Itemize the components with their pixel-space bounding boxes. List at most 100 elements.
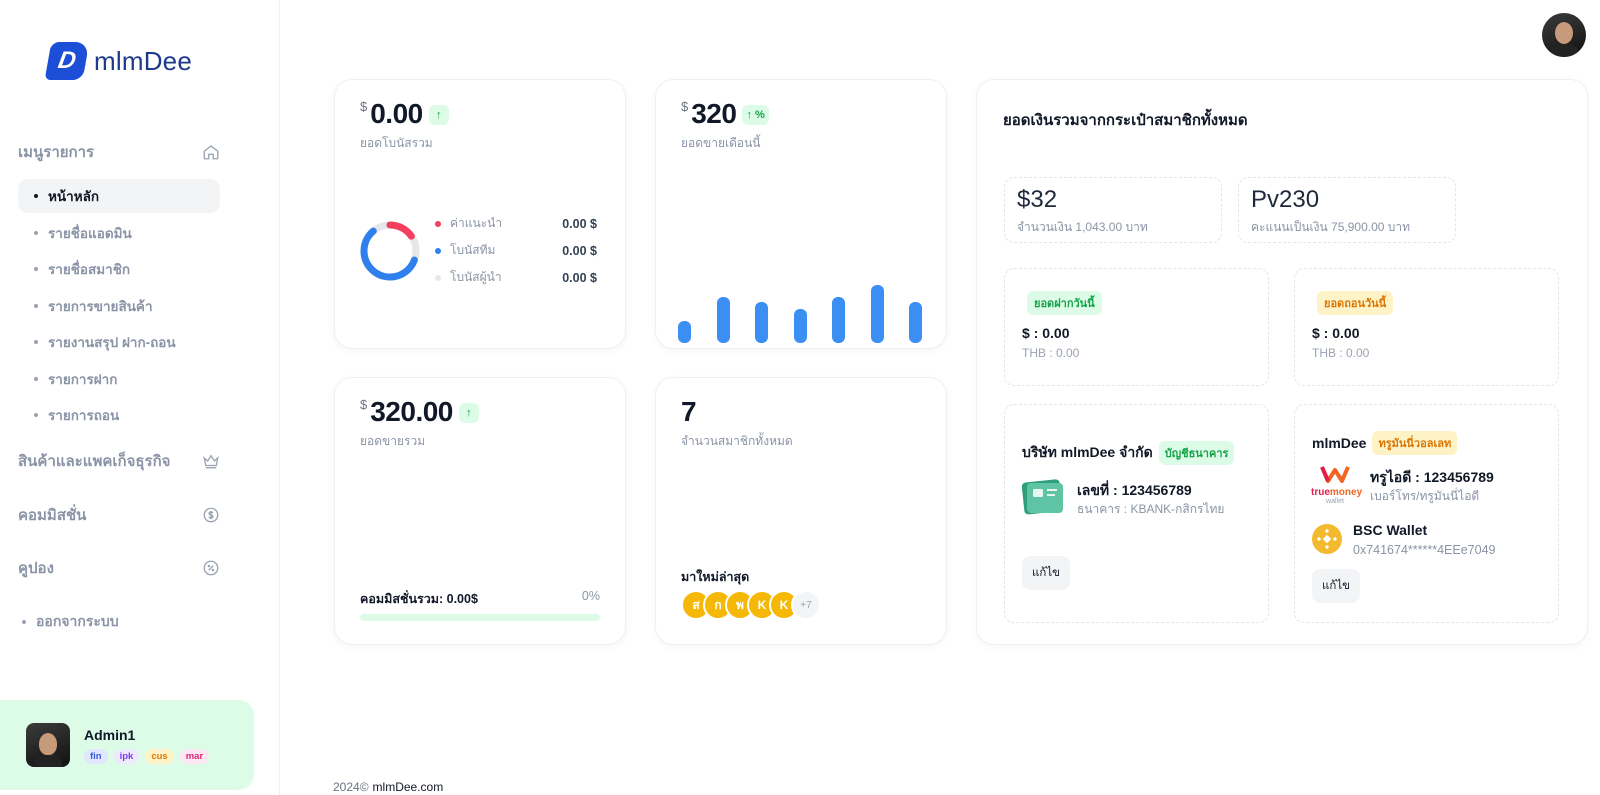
sidebar-item-label: รายการถอน: [48, 408, 120, 423]
monthly-sales-total: 320: [691, 98, 737, 129]
commission-percent: 0%: [581, 589, 600, 603]
deposit-today-pill: ยอดฝากวันนี้: [1027, 291, 1102, 315]
monthly-sales-header: $ 320 ↑ %: [681, 98, 769, 130]
bonus-donut-chart: [360, 221, 420, 281]
user-card[interactable]: Admin1 fin ipk cus mar: [0, 700, 254, 790]
bullet-icon: [34, 340, 38, 344]
total-sales-card: $ 320.00 ↑ ยอดขายรวม คอมมิสชั่นรวม: 0.00…: [334, 377, 626, 645]
edit-truemoney-button[interactable]: แก้ไข: [1312, 569, 1361, 603]
truemoney-brand-money: money: [1329, 487, 1363, 498]
members-label: จำนวนสมาชิกทั้งหมด: [681, 434, 793, 448]
sidebar-item-deposits[interactable]: รายการฝาก: [18, 362, 220, 396]
currency-symbol: $: [681, 99, 689, 114]
bullet-icon: [34, 230, 38, 235]
edit-bank-button[interactable]: แก้ไข: [1022, 556, 1071, 590]
trend-up-icon: ↑: [458, 403, 479, 423]
truemoney-w-icon: [1320, 466, 1350, 483]
menu-section-main[interactable]: เมนูรายการ: [18, 140, 220, 164]
monthly-sales-card: $ 320 ↑ % ยอดขายเดือนนี้: [655, 79, 947, 349]
commission-progress-bar: [360, 614, 600, 621]
sidebar: D mlmDee เมนูรายการ หน้าหลัก รายชื่อแอดม…: [0, 0, 280, 795]
bank-account-box: บริษัท mlmDee จำกัด บัญชีธนาคาร เลขที่ :…: [1004, 404, 1269, 623]
bank-account-pill: บัญชีธนาคาร: [1158, 441, 1235, 465]
sidebar-item-sales[interactable]: รายการขายสินค้า: [18, 289, 220, 323]
withdraw-today-amount: $ : 0.00: [1312, 325, 1360, 341]
bonus-label: ยอดโบนัสรวม: [360, 136, 433, 150]
latest-members-avatars: ส ก พ K K +7: [681, 590, 821, 620]
legend-value: 0.00 $: [562, 270, 597, 285]
sidebar-item-report[interactable]: รายงานสรุป ฝาก-ถอน: [18, 325, 220, 359]
footer: 2024© mlmDee.com: [333, 780, 443, 794]
sidebar-item-label: รายงานสรุป ฝาก-ถอน: [48, 335, 176, 350]
sidebar-item-label: รายชื่อสมาชิก: [48, 262, 131, 277]
truemoney-pill: ทรูมันนี่วอลเลท: [1372, 431, 1458, 455]
sales-bar: [793, 309, 807, 343]
user-tags: fin ipk cus mar: [84, 748, 210, 764]
brand-logo[interactable]: D mlmDee: [44, 42, 192, 80]
bsc-wallet-address: 0x741674******4EEe7049: [1353, 543, 1496, 557]
menu-section-label: คูปอง: [18, 560, 54, 577]
bsc-wallet-title: BSC Wallet: [1353, 522, 1428, 538]
menu-section-coupons[interactable]: คูปอง: [18, 556, 220, 580]
points-total-value: Pv230: [1251, 186, 1320, 213]
sidebar-item-members[interactable]: รายชื่อสมาชิก: [18, 252, 220, 286]
logout-link[interactable]: ออกจากระบบ: [22, 611, 119, 633]
members-card: 7 จำนวนสมาชิกทั้งหมด มาใหม่ล่าสุด ส ก พ …: [655, 377, 947, 645]
crown-icon: [202, 452, 220, 470]
points-total-box: Pv230 คะแนนเป็นเงิน 75,900.00 บาท: [1238, 177, 1456, 243]
bank-account-number: เลขที่ : 123456789: [1077, 482, 1192, 498]
legend-label: ค่าแนะนำ: [450, 216, 503, 230]
legend-referral: ค่าแนะนำ 0.00 $: [435, 214, 597, 233]
money-total-value: $32: [1017, 186, 1058, 213]
menu-section-commission[interactable]: คอมมิสชั่น: [18, 503, 220, 527]
legend-label: โบนัสผู้นำ: [450, 270, 502, 284]
truemoney-brand-true: true: [1311, 487, 1330, 498]
trend-up-icon: ↑ %: [742, 105, 769, 125]
sales-bar: [870, 285, 884, 343]
sidebar-item-label: รายชื่อแอดมิน: [48, 225, 132, 241]
bullet-icon: [34, 267, 38, 271]
sidebar-item-label: รายการฝาก: [48, 371, 118, 387]
menu-section-products[interactable]: สินค้าและแพคเก็จธุรกิจ: [18, 449, 220, 473]
truemoney-logo-icon: truemoney wallet: [1311, 465, 1363, 506]
money-total-sub: จำนวนเงิน 1,043.00 บาท: [1017, 220, 1148, 234]
bullet-icon: [34, 376, 38, 381]
bullet-icon: [34, 194, 38, 198]
monthly-sales-label: ยอดขายเดือนนี้: [681, 136, 761, 150]
sidebar-item-withdrawals[interactable]: รายการถอน: [18, 398, 220, 432]
members-count: 7: [681, 396, 697, 427]
truemoney-brand-wallet: wallet: [1326, 498, 1344, 505]
bank-company-name: บริษัท mlmDee จำกัด: [1022, 444, 1153, 460]
sales-bar: [832, 297, 845, 343]
wallet-panel-title: ยอดเงินรวมจากกระเป๋าสมาชิกทั้งหมด: [1003, 112, 1248, 129]
more-members-badge[interactable]: +7: [791, 590, 821, 620]
logout-label: ออกจากระบบ: [36, 613, 119, 629]
avatar: [26, 723, 70, 767]
true-id: ทรูไอดี : 123456789: [1370, 469, 1494, 485]
role-tag: cus: [145, 748, 174, 764]
total-sales-value: 320.00: [370, 396, 453, 427]
menu-section-label: สินค้าและแพคเก็จธุรกิจ: [18, 453, 171, 470]
latest-members-label: มาใหม่ล่าสุด: [681, 570, 750, 584]
sales-bar: [909, 302, 922, 343]
home-icon: [202, 143, 220, 161]
bullet-icon: [22, 620, 26, 624]
submenu: หน้าหลัก รายชื่อแอดมิน รายชื่อสมาชิก ราย…: [18, 179, 220, 435]
currency-symbol: $: [360, 397, 368, 412]
bullet-icon: [34, 413, 38, 417]
binance-icon: [1312, 524, 1342, 554]
sidebar-item-home[interactable]: หน้าหลัก: [18, 179, 220, 213]
sidebar-item-admins[interactable]: รายชื่อแอดมิน: [18, 216, 220, 250]
profile-avatar[interactable]: [1542, 13, 1586, 57]
legend-team: โบนัสทีม 0.00 $: [435, 241, 597, 260]
bonus-total: 0.00: [370, 98, 423, 129]
user-name: Admin1: [84, 726, 136, 743]
footer-site[interactable]: mlmDee.com: [372, 780, 444, 794]
deposit-today-box: ยอดฝากวันนี้ $ : 0.00 THB : 0.00: [1004, 268, 1269, 386]
members-header: 7: [681, 396, 697, 428]
bonus-header: $ 0.00 ↑: [360, 98, 449, 130]
sidebar-item-label: รายการขายสินค้า: [48, 298, 153, 314]
menu-section-label: เมนูรายการ: [18, 144, 95, 161]
role-tag: fin: [84, 748, 108, 764]
currency-symbol: $: [360, 99, 368, 114]
